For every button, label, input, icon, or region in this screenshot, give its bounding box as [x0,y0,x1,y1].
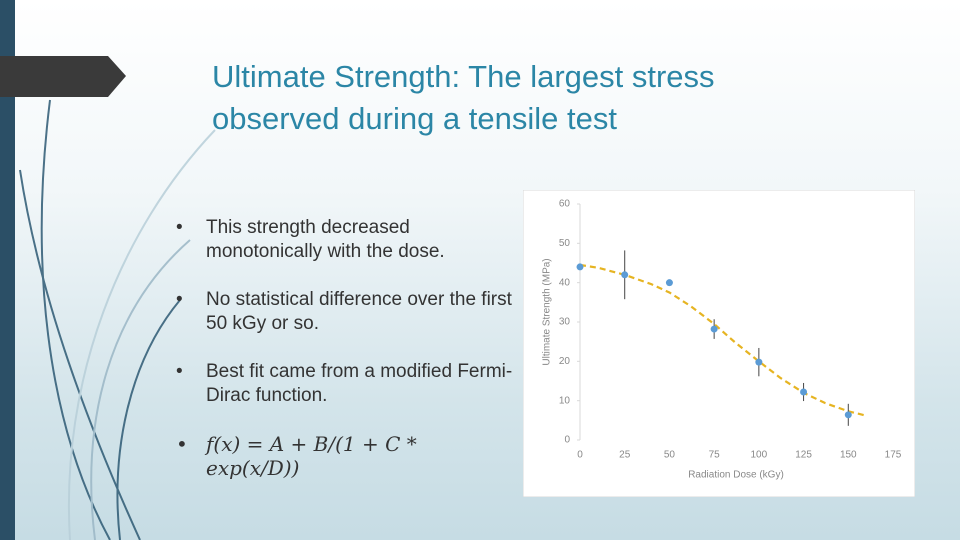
x-tick-label: 175 [885,450,902,461]
chart: Radiation Dose (kGy) Ultimate Strength (… [523,190,915,497]
data-point [844,411,852,419]
x-tick-label: 100 [751,450,768,461]
decor-lines [19,99,216,540]
x-axis-title: Radiation Dose (kGy) [688,470,784,481]
x-tick-label: 50 [664,450,676,461]
data-point [665,279,673,287]
bullet-formula: f(x) = A + B/(1 + C * exp(x/D)) [176,432,516,480]
x-tick-label: 125 [795,450,812,461]
y-tick-label: 20 [559,356,571,367]
x-tick-label: 75 [709,450,721,461]
bullet-list: This strength decreased monotonically wi… [176,216,516,504]
slide-title: Ultimate Strength: The largest stress ob… [212,59,715,136]
chart-area [523,190,915,497]
data-point [800,388,808,396]
x-tick-label: 25 [619,450,631,461]
x-tick-label: 0 [577,450,583,461]
data-point [710,325,718,333]
bullet: This strength decreased monotonically wi… [176,216,516,264]
y-tick-label: 10 [559,395,571,406]
y-axis-title: Ultimate Strength (MPa) [542,258,553,365]
fit-curve [579,263,867,417]
title-arrow [0,56,126,97]
y-tick-label: 0 [564,435,570,446]
y-tick-label: 50 [559,238,571,249]
y-tick-label: 40 [559,277,571,288]
bullet: Best fit came from a modified Fermi-Dira… [176,360,516,408]
y-tick-label: 60 [559,199,571,210]
y-tick-label: 30 [559,317,571,328]
data-point [576,263,584,271]
bullet: No statistical difference over the first… [176,288,516,336]
data-point [755,358,763,366]
x-tick-label: 150 [840,450,857,461]
data-point [621,271,629,279]
side-band [0,0,15,540]
